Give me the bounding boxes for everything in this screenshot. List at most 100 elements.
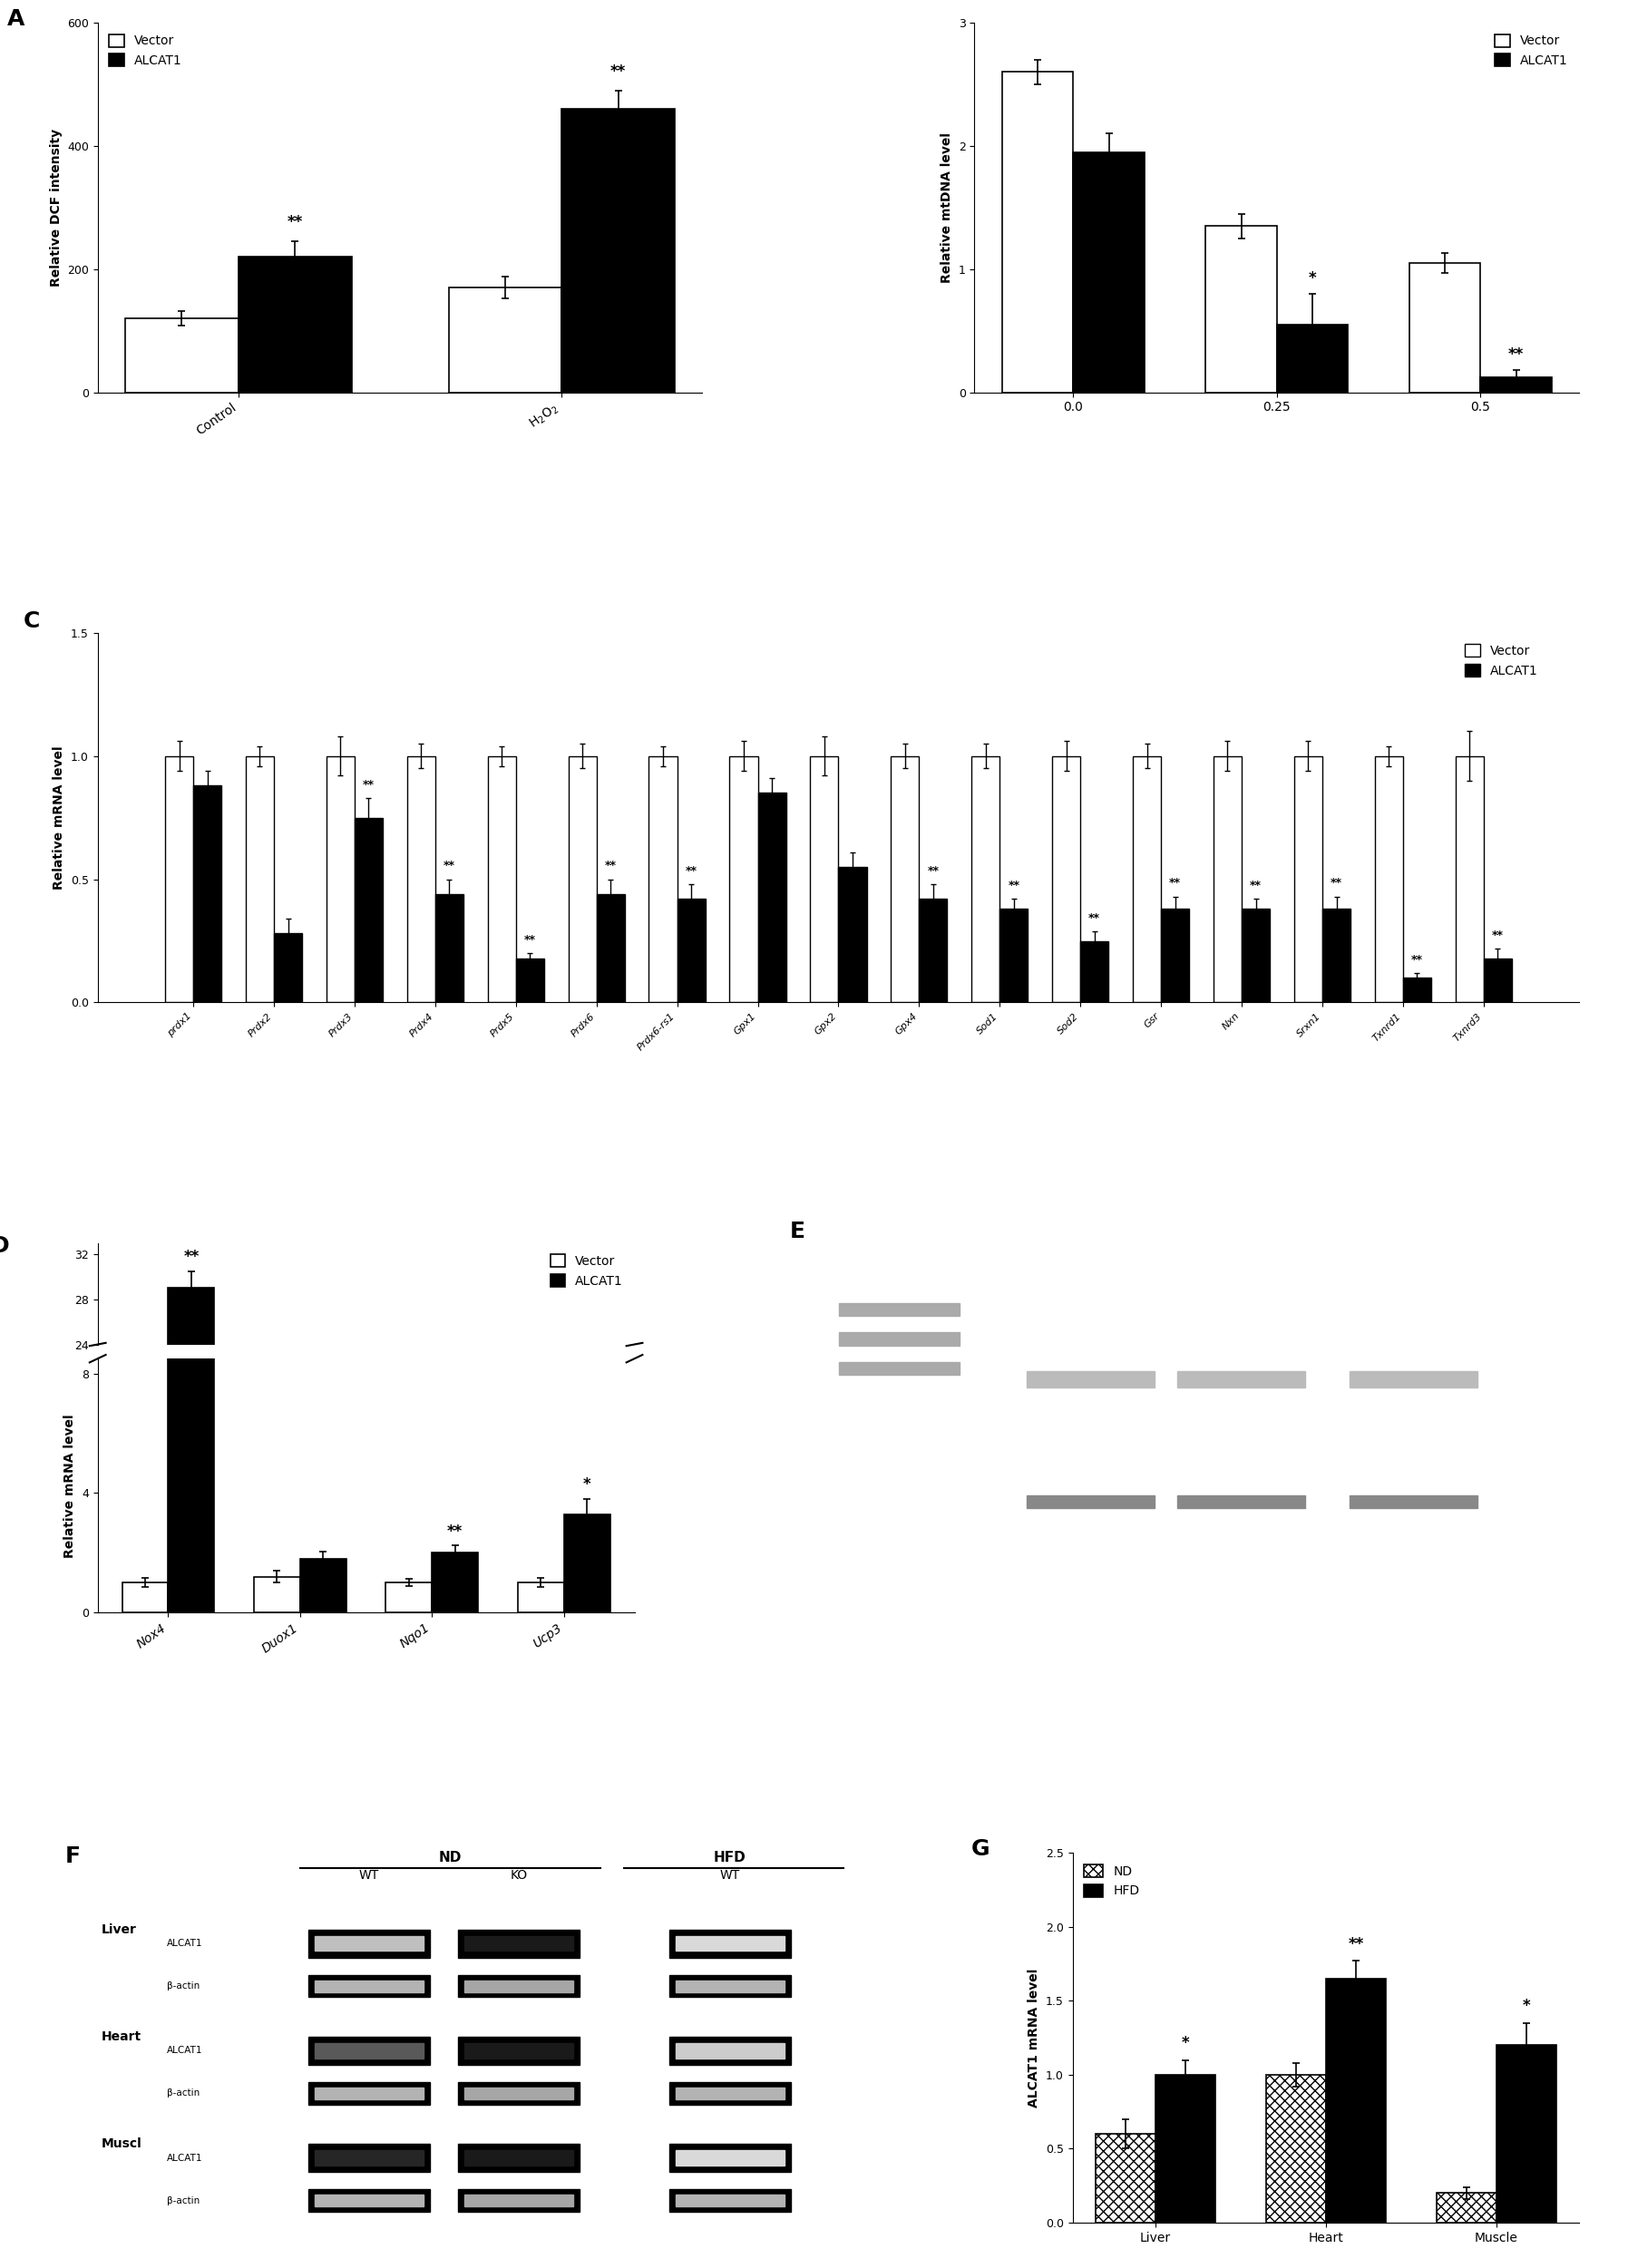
Bar [568, 755, 596, 1002]
Bar [464, 1980, 573, 1991]
Bar [168, 746, 215, 1613]
Bar [314, 2087, 423, 2100]
Bar [1410, 263, 1480, 392]
Bar [459, 2037, 580, 2064]
Bar [431, 1592, 479, 1615]
Bar [891, 755, 920, 1002]
Text: D: D [0, 1234, 10, 1256]
Bar [1322, 909, 1351, 1002]
Bar [1000, 909, 1027, 1002]
Bar [449, 288, 562, 392]
Bar [125, 318, 238, 392]
Text: β-actin: β-actin [1550, 1497, 1582, 1506]
Bar [676, 1980, 785, 1991]
Bar [669, 2189, 791, 2211]
Bar [122, 1603, 168, 1615]
Bar [1403, 978, 1431, 1002]
Bar [326, 755, 355, 1002]
Text: HFD: HFD [713, 1851, 746, 1864]
Text: ND: ND [438, 1851, 462, 1864]
Bar [238, 256, 352, 392]
Bar [431, 1554, 479, 1613]
Text: ALCAT1: ALCAT1 [166, 2152, 202, 2161]
Bar [1438, 2193, 1496, 2223]
Bar [1073, 152, 1144, 392]
Bar [1027, 1372, 1154, 1388]
Bar [314, 2150, 423, 2166]
Bar [1350, 1495, 1478, 1508]
Bar [435, 894, 464, 1002]
Bar [355, 819, 383, 1002]
Bar [1001, 73, 1073, 392]
Bar [1133, 755, 1161, 1002]
Bar [563, 1579, 610, 1615]
Bar [308, 2037, 430, 2064]
Text: *: * [583, 1476, 591, 1492]
Bar [459, 2189, 580, 2211]
Text: ALCAT1: ALCAT1 [166, 1939, 202, 1948]
Bar [729, 755, 757, 1002]
Bar [314, 2195, 423, 2207]
Text: **: ** [1330, 878, 1343, 889]
Legend: ND, HFD: ND, HFD [1079, 1860, 1144, 1903]
Bar [518, 1583, 563, 1613]
Text: **: ** [1089, 912, 1101, 923]
Bar [246, 755, 274, 1002]
Bar [669, 1930, 791, 1957]
Bar [811, 755, 838, 1002]
Bar [1096, 2134, 1156, 2223]
Bar [676, 2043, 785, 2057]
Bar [838, 866, 866, 1002]
Bar [516, 957, 544, 1002]
Text: **: ** [928, 864, 939, 878]
Y-axis label: Relative mtDNA level: Relative mtDNA level [941, 132, 954, 284]
Bar [1483, 957, 1512, 1002]
Bar [488, 755, 516, 1002]
Bar [1374, 755, 1403, 1002]
Bar [669, 2082, 791, 2105]
Text: *: * [1522, 1998, 1530, 2014]
Bar [254, 1601, 300, 1615]
Bar [1294, 755, 1322, 1002]
Y-axis label: Relative mRNA level: Relative mRNA level [63, 1413, 77, 1558]
Bar [274, 934, 303, 1002]
Text: **: ** [604, 860, 617, 871]
Bar [669, 2037, 791, 2064]
Text: E: E [790, 1220, 806, 1243]
Bar [464, 1937, 573, 1950]
Bar [676, 2150, 785, 2166]
Text: **: ** [1491, 930, 1504, 941]
Bar [464, 2087, 573, 2100]
Bar [464, 2150, 573, 2166]
Bar [920, 898, 947, 1002]
Bar [838, 1361, 959, 1374]
Text: Muscl: Muscl [101, 2139, 142, 2150]
Legend: Vector, ALCAT1: Vector, ALCAT1 [104, 29, 187, 73]
Legend: Vector, ALCAT1: Vector, ALCAT1 [1490, 29, 1573, 73]
Legend: Vector, ALCAT1: Vector, ALCAT1 [1460, 640, 1543, 683]
Text: Control: Control [1070, 1254, 1112, 1263]
Bar [194, 785, 221, 1002]
Text: Marker: Marker [882, 1254, 923, 1263]
Bar [650, 755, 677, 1002]
Bar [838, 1302, 959, 1315]
Text: G: G [972, 1837, 990, 1860]
Bar [1156, 2075, 1214, 2223]
Bar [386, 1583, 431, 1613]
Legend: Vector, ALCAT1: Vector, ALCAT1 [545, 1250, 628, 1293]
Text: *: * [1309, 270, 1317, 286]
Text: Liver: Liver [101, 1923, 137, 1937]
Text: **: ** [1169, 878, 1180, 889]
Text: H₂O₂: H₂O₂ [1228, 1254, 1254, 1263]
Text: Heart: Heart [101, 2030, 142, 2043]
Bar [669, 1975, 791, 1998]
Text: **: ** [1250, 880, 1262, 891]
Bar [464, 2043, 573, 2057]
Bar [1496, 2046, 1556, 2223]
Bar [677, 898, 705, 1002]
Text: ALCAT1: ALCAT1 [166, 2046, 202, 2055]
Text: **: ** [610, 64, 627, 79]
Bar [407, 755, 435, 1002]
Bar [838, 1331, 959, 1345]
Bar [1276, 324, 1348, 392]
